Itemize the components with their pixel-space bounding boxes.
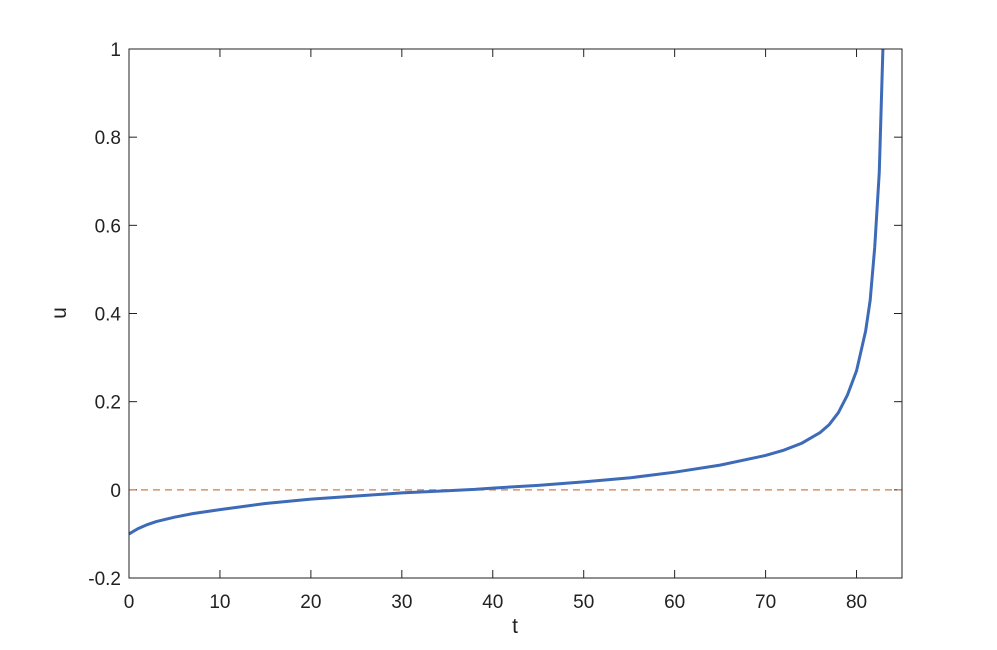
y-tick-label: -0.2 — [88, 569, 121, 590]
y-axis-label: u — [48, 307, 71, 319]
x-tick-label: 70 — [755, 592, 776, 613]
x-tick-label: 30 — [391, 592, 412, 613]
x-tick-label: 40 — [482, 592, 503, 613]
y-tick-label: 0.8 — [95, 128, 121, 149]
x-tick-label: 10 — [209, 592, 230, 613]
y-tick-label: 0.2 — [95, 393, 121, 414]
x-tick-label: 20 — [300, 592, 321, 613]
axes-box — [128, 48, 903, 579]
series-line — [128, 48, 885, 536]
y-tick-label: 0.6 — [95, 216, 121, 237]
x-tick-label: 60 — [664, 592, 685, 613]
y-tick-label: 0 — [110, 481, 121, 502]
x-tick-label: 50 — [573, 592, 594, 613]
y-tick-label: 1 — [110, 40, 121, 61]
x-tick-label: 80 — [846, 592, 867, 613]
x-tick-label: 0 — [124, 592, 135, 613]
y-tick-label: 0.4 — [95, 305, 122, 326]
x-axis-label: t — [512, 615, 518, 638]
